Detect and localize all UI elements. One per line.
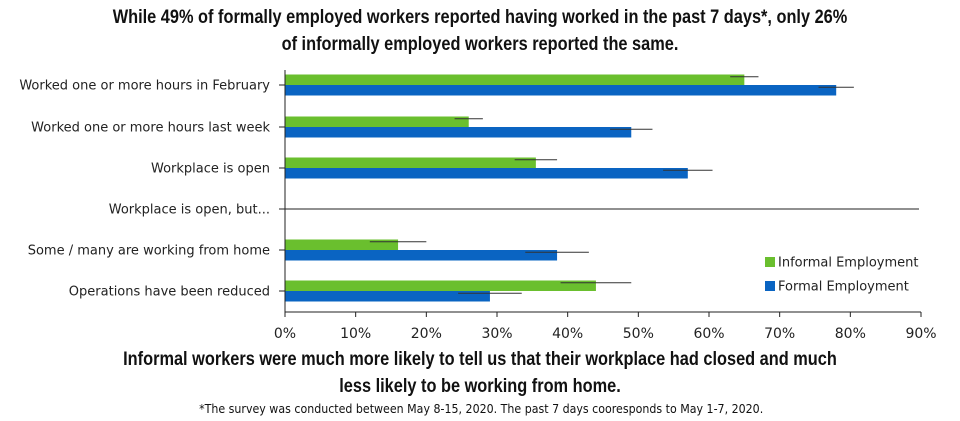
x-tick-label: 60% xyxy=(693,326,724,342)
x-tick-label: 10% xyxy=(340,326,371,342)
chart-subtitle: Informal workers were much more likely t… xyxy=(67,346,893,400)
category-label: Some / many are working from home xyxy=(28,244,270,259)
x-tick-label: 0% xyxy=(274,326,296,342)
bar-formal xyxy=(285,85,837,96)
bar-informal xyxy=(285,239,399,250)
chart-title-line-2: of informally employed workers reported … xyxy=(281,34,679,55)
footnote: *The survey was conducted between May 8-… xyxy=(199,402,764,416)
x-tick-label: 70% xyxy=(764,326,795,342)
legend-swatch-informal xyxy=(765,257,775,267)
bar-formal xyxy=(285,127,632,138)
bar-formal xyxy=(285,291,490,302)
bar-formal xyxy=(285,168,688,179)
bar-informal xyxy=(285,157,536,168)
category-label: Workplace is open xyxy=(151,162,270,177)
category-label: Worked one or more hours last week xyxy=(31,121,270,136)
x-tick-label: 40% xyxy=(552,326,583,342)
x-tick-label: 50% xyxy=(623,326,654,342)
bar-informal xyxy=(285,116,469,127)
chart-title: While 49% of formally employed workers r… xyxy=(67,4,893,58)
bar-informal xyxy=(285,74,745,85)
legend-swatch-formal xyxy=(765,281,775,291)
x-tick-label: 20% xyxy=(411,326,442,342)
legend-label-informal: Informal Employment xyxy=(778,256,918,271)
chart-title-line-1: While 49% of formally employed workers r… xyxy=(112,7,848,28)
bar-formal xyxy=(285,250,558,261)
category-label: Worked one or more hours in February xyxy=(19,79,270,94)
chart-subtitle-line-2: less likely to be working from home. xyxy=(339,376,621,397)
chart-subtitle-line-1: Informal workers were much more likely t… xyxy=(123,349,837,370)
bar-informal xyxy=(285,280,596,291)
legend-label-formal: Formal Employment xyxy=(778,280,909,295)
x-tick-label: 80% xyxy=(835,326,866,342)
x-tick-label: 90% xyxy=(905,326,936,342)
category-label: Operations have been reduced xyxy=(69,285,270,300)
x-tick-label: 30% xyxy=(481,326,512,342)
category-label: Workplace is open, but... xyxy=(109,203,270,218)
